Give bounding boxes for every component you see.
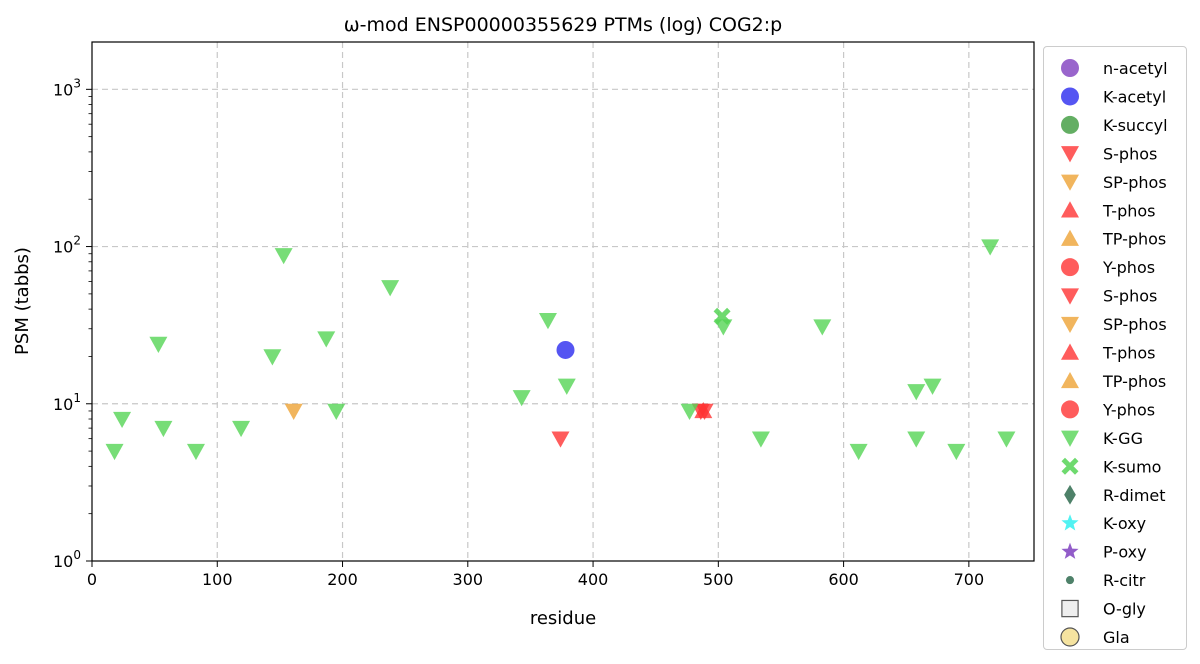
legend-label-gla: Gla [1103, 628, 1130, 647]
legend-marker-tp-phos [1061, 371, 1079, 389]
legend-label-t-phos: T-phos [1102, 344, 1156, 363]
legend-marker-r-citr [1065, 576, 1075, 585]
y-tick-label: 103 [53, 76, 81, 99]
legend-marker-s-phos [1061, 146, 1079, 163]
point-k-gg [263, 349, 282, 366]
legend-marker-r-dimet [1064, 484, 1076, 505]
point-k-gg [317, 331, 336, 348]
point-k-gg [186, 443, 205, 461]
plot-frame [91, 41, 1035, 562]
y-tick-label: 102 [53, 234, 81, 257]
x-tick-label: 100 [202, 570, 233, 589]
point-k-gg [105, 443, 124, 461]
legend-marker-sp-phos [1061, 316, 1079, 334]
legend-label-k-sumo: K-sumo [1103, 457, 1161, 476]
point-k-gg [154, 420, 173, 438]
legend-label-tp-phos: TP-phos [1102, 230, 1166, 249]
x-tick-label: 500 [703, 570, 734, 589]
legend-label-s-phos: S-phos [1103, 287, 1157, 306]
point-t-phos [694, 401, 713, 419]
legend-marker-k-gg [1061, 430, 1079, 447]
legend-label-y-phos: Y-phos [1102, 258, 1155, 277]
point-k-gg [751, 431, 770, 448]
legend-label-sp-phos: SP-phos [1103, 173, 1167, 192]
legend-label-sp-phos: SP-phos [1103, 315, 1167, 334]
y-axis-ticks: 100 101 102 103 [53, 76, 92, 571]
legend-marker-k-succyl [1061, 115, 1079, 134]
point-s-phos [551, 431, 570, 448]
legend-label-t-phos: T-phos [1102, 201, 1156, 220]
point-k-gg [981, 239, 1000, 256]
legend-label-r-dimet: R-dimet [1103, 486, 1166, 505]
point-k-sumo [713, 307, 731, 325]
legend-label-k-acetyl: K-acetyl [1103, 87, 1166, 106]
legend-label-o-gly: O-gly [1103, 600, 1146, 619]
point-k-gg [274, 248, 293, 265]
point-k-gg [907, 384, 926, 401]
legend-marker-n-acetyl [1061, 59, 1079, 77]
legend-label-k-succyl: K-succyl [1103, 116, 1168, 135]
y-tick-label: 101 [53, 391, 81, 414]
legend-marker-y-phos [1061, 258, 1079, 277]
legend-marker-gla [1060, 627, 1080, 647]
x-tick-label: 400 [578, 570, 609, 589]
legend-marker-tp-phos [1061, 229, 1079, 246]
legend-marker-sp-phos [1061, 174, 1079, 191]
point-k-gg [947, 443, 966, 461]
legend-marker-k-oxy [1061, 514, 1079, 531]
legend-label-n-acetyl: n-acetyl [1103, 59, 1168, 78]
legend-label-y-phos: Y-phos [1102, 400, 1155, 419]
legend-marker-t-phos [1061, 201, 1079, 218]
legend-label-p-oxy: P-oxy [1103, 543, 1147, 562]
point-k-gg [849, 443, 868, 461]
legend-label-k-oxy: K-oxy [1103, 514, 1146, 533]
legend-marker-k-sumo [1061, 457, 1079, 475]
x-tick-label: 700 [954, 570, 985, 589]
y-axis-label: PSM (tabbs) [12, 247, 33, 355]
point-k-gg [997, 431, 1016, 448]
x-axis-label: residue [530, 608, 596, 629]
y-tick-label: 100 [53, 548, 81, 571]
point-k-gg [113, 411, 132, 429]
x-tick-label: 300 [453, 570, 484, 589]
x-axis-ticks: 0 100 200 300 400 500 600 700 [87, 561, 984, 589]
point-k-gg [923, 378, 942, 395]
legend-label-s-phos: S-phos [1103, 144, 1157, 163]
legend-label-k-gg: K-GG [1103, 429, 1143, 448]
point-k-gg [512, 390, 531, 407]
point-k-gg [232, 420, 251, 438]
x-tick-label: 0 [87, 570, 97, 589]
point-sp-phos [284, 403, 303, 420]
point-k-gg [381, 280, 400, 297]
chart-title: ω-mod ENSP00000355629 PTMs (log) COG2:p [344, 14, 782, 36]
x-tick-label: 600 [828, 570, 859, 589]
point-k-gg [538, 313, 557, 330]
legend-marker-y-phos [1061, 400, 1079, 419]
point-k-acetyl [556, 340, 575, 359]
legend-marker-o-gly [1061, 599, 1079, 618]
point-k-gg [813, 319, 832, 336]
legend-marker-k-acetyl [1061, 87, 1079, 106]
data-points [105, 239, 1016, 461]
legend-marker-t-phos [1061, 343, 1079, 360]
grid-lines [92, 42, 1034, 561]
point-k-gg [680, 403, 699, 420]
point-k-gg [149, 336, 168, 353]
point-k-gg [557, 378, 576, 395]
point-k-gg [327, 403, 346, 420]
point-k-gg [907, 431, 926, 448]
legend-marker-s-phos [1061, 288, 1079, 305]
x-tick-label: 200 [327, 570, 358, 589]
legend-label-r-citr: R-citr [1103, 571, 1146, 590]
legend-marker-p-oxy [1061, 542, 1079, 559]
legend-label-tp-phos: TP-phos [1102, 372, 1166, 391]
